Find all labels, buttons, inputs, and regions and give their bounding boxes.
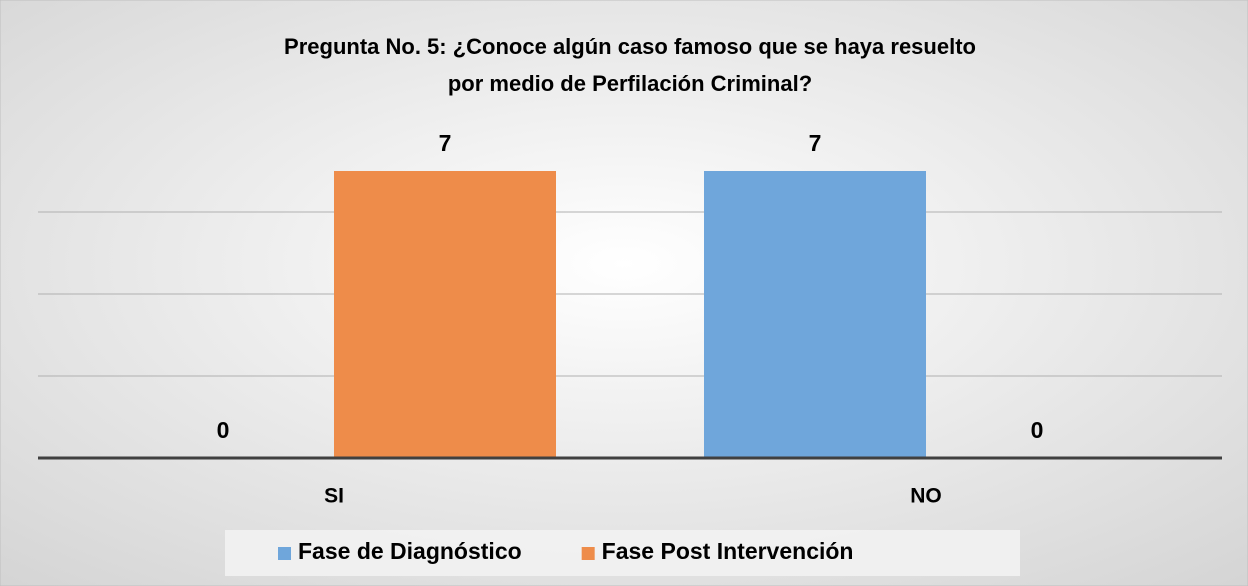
legend: Fase de Diagnóstico Fase Post Intervenció… (225, 530, 1020, 576)
data-label: 0 (1031, 417, 1044, 443)
chart-title: por medio de Perfilación Criminal? (448, 71, 812, 96)
legend-box (225, 530, 1020, 576)
data-label: 7 (439, 130, 452, 156)
x-tick-label: SI (324, 485, 344, 508)
data-label: 0 (217, 417, 230, 443)
legend-label: Fase de Diagnóstico (298, 538, 522, 564)
legend-swatch (278, 547, 291, 560)
legend-swatch (581, 547, 595, 560)
bar (704, 171, 926, 458)
chart-title: Pregunta No. 5: ¿Conoce algún caso famos… (284, 34, 976, 59)
bar (334, 171, 556, 458)
data-label: 7 (809, 130, 822, 156)
legend-label: Fase Post Intervención (602, 538, 854, 564)
x-tick-label: NO (910, 485, 942, 508)
